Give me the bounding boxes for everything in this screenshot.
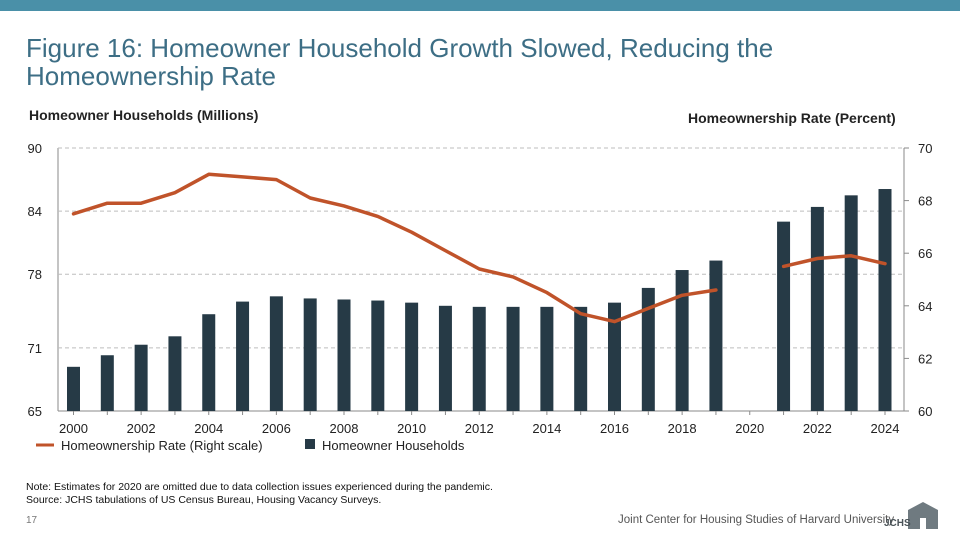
bar-homeowner-households — [168, 336, 182, 411]
bar-homeowner-households — [269, 296, 283, 411]
right-axis-tick-label: 68 — [918, 194, 932, 209]
line-homeownership-rate — [71, 172, 718, 324]
bar-homeowner-households — [472, 306, 486, 411]
source-text: Source: JCHS tabulations of US Census Bu… — [26, 494, 382, 506]
bar-homeowner-households — [608, 302, 621, 411]
bar-homeowner-households — [405, 302, 419, 411]
bar-homeowner-households — [540, 306, 554, 411]
right-axis-tick-label: 60 — [918, 404, 932, 419]
bar-homeowner-households — [371, 300, 385, 411]
x-axis-tick-label: 2000 — [59, 421, 88, 436]
left-axis-tick-label: 71 — [28, 341, 42, 356]
x-axis-tick-label: 2024 — [871, 421, 900, 436]
x-axis-tick-label: 2010 — [397, 421, 426, 436]
bar-homeowner-households — [100, 355, 114, 411]
chart: 65 71 78 84 90 60 62 64 66 68 70 2000 2002 2004 2006 20… — [28, 141, 933, 453]
left-axis-tick-label: 65 — [28, 404, 42, 419]
jchs-logo: JCHS — [884, 502, 938, 529]
x-axis-tick-label: 2012 — [465, 421, 494, 436]
right-axis-tick-label: 62 — [918, 351, 932, 366]
footnote: Note: Estimates for 2020 are omitted due… — [26, 481, 493, 507]
bar-homeowner-households — [810, 206, 824, 411]
bar-homeowner-households — [337, 299, 351, 411]
legend-bar-swatch — [305, 439, 315, 449]
left-axis-tick-label: 84 — [28, 204, 42, 219]
right-axis-title: Homeownership Rate (Percent) — [688, 110, 896, 126]
slide-number: 17 — [26, 515, 38, 526]
bar-homeowner-households — [675, 270, 689, 411]
x-axis-tick-label: 2006 — [262, 421, 291, 436]
x-axis-tick-label: 2002 — [127, 421, 156, 436]
bar-homeowner-households — [202, 314, 216, 411]
left-axis-tick-label: 90 — [28, 141, 42, 156]
x-axis-tick-label: 2008 — [330, 421, 359, 436]
x-axis-tick-label: 2004 — [194, 421, 223, 436]
bar-homeowner-households — [574, 306, 588, 411]
note-text: Note: Estimates for 2020 are omitted due… — [26, 481, 493, 493]
bar-homeowner-households — [134, 344, 148, 411]
bar-homeowner-households — [777, 221, 791, 411]
organization-name: Joint Center for Housing Studies of Harv… — [618, 514, 895, 526]
bar-homeowner-households — [67, 366, 80, 411]
bar-homeowner-households — [641, 287, 655, 411]
logo-text: JCHS — [884, 518, 911, 529]
right-axis-tick-label: 66 — [918, 246, 932, 261]
right-axis-tick-label: 64 — [918, 299, 932, 314]
left-axis-title: Homeowner Households (Millions) — [29, 107, 259, 123]
bar-homeowner-households — [506, 306, 520, 411]
x-axis-tick-label: 2016 — [600, 421, 629, 436]
page-title: Figure 16: Homeowner Household Growth Sl… — [26, 33, 774, 91]
x-axis-tick-label: 2020 — [735, 421, 764, 436]
bar-homeowner-households — [236, 301, 250, 411]
top-accent-bar — [0, 0, 960, 11]
left-axis-tick-label: 78 — [28, 267, 42, 282]
bar-homeowner-households — [878, 189, 892, 411]
bar-homeowner-households — [709, 260, 723, 411]
x-axis-tick-label: 2018 — [668, 421, 697, 436]
line-homeownership-rate — [781, 254, 887, 269]
right-axis-tick-label: 70 — [918, 141, 932, 156]
x-axis-tick-label: 2014 — [532, 421, 561, 436]
legend-line-label: Homeownership Rate (Right scale) — [61, 438, 263, 453]
x-axis-tick-label: 2022 — [803, 421, 832, 436]
legend-bar-label: Homeowner Households — [322, 438, 465, 453]
bar-homeowner-households — [303, 298, 317, 411]
bar-homeowner-households — [844, 195, 858, 411]
bar-homeowner-households — [438, 305, 452, 411]
